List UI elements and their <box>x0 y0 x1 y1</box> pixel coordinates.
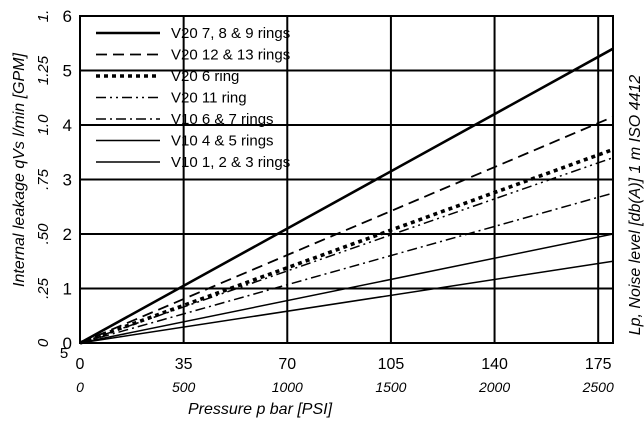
series-line-5 <box>79 192 614 344</box>
y2-axis-label: Lp, Noise level [db(A)] 1 m ISO 4412 <box>627 75 644 336</box>
y-tick-lpm: 6 <box>63 7 72 26</box>
legend-label-2: V20 12 & 13 rings <box>171 47 290 64</box>
x-tick-bar: 140 <box>481 356 508 373</box>
y-tick-lpm: 1 <box>63 280 72 299</box>
y-tick-gpm: 1.25 <box>35 55 52 85</box>
y-tick-gpm: .25 <box>35 277 52 299</box>
x-tick-psi: 2000 <box>478 379 510 395</box>
series-lines <box>79 47 614 345</box>
x-tick-bar: 0 <box>76 356 85 373</box>
legend-label-3: V20 6 ring <box>171 68 239 85</box>
y-tick-lpm: 4 <box>63 116 72 135</box>
x-tick-psi: 0 <box>76 379 84 395</box>
series-line-2 <box>79 115 614 344</box>
y-tick-gpm: .50 <box>35 223 52 245</box>
y-tick-gpm: 1.0 <box>35 114 52 136</box>
legend-label-6: V10 4 & 5 rings <box>171 133 274 150</box>
legend-label-7: V10 1, 2 & 3 rings <box>171 154 290 171</box>
series-line-7 <box>79 260 614 344</box>
extra-tick-label: 5 <box>60 345 68 362</box>
y-tick-lpm: 2 <box>63 225 72 244</box>
x-tick-psi: 2500 <box>582 379 614 395</box>
y-tick-lpm: 5 <box>63 62 72 81</box>
tick-labels: 0035500701000105150014020001752500001.25… <box>35 7 614 395</box>
series-line-4 <box>79 156 614 344</box>
legend-label-1: V20 7, 8 & 9 rings <box>171 25 290 42</box>
legend-label-5: V10 6 & 7 rings <box>171 111 274 128</box>
y-tick-lpm: 3 <box>63 171 72 190</box>
y-tick-lpm: 0 <box>63 334 72 353</box>
x-tick-psi: 1500 <box>375 379 406 395</box>
legend: V20 7, 8 & 9 rings V20 12 & 13 rings V20 6… <box>96 25 290 171</box>
y-tick-gpm: .75 <box>35 168 52 190</box>
x-tick-psi: 1000 <box>272 379 303 395</box>
x-axis-label: Pressure p bar [PSI] <box>188 401 333 418</box>
x-tick-bar: 175 <box>585 356 612 373</box>
y-axis-label: Internal leakage qVs l/min [GPM] <box>11 53 28 287</box>
x-tick-bar: 70 <box>278 356 296 373</box>
series-line-1 <box>79 47 614 345</box>
legend-label-4: V20 11 ring <box>171 90 247 107</box>
series-line-3 <box>79 147 614 345</box>
series-line-6 <box>79 233 614 344</box>
x-tick-psi: 500 <box>172 379 196 395</box>
grid <box>79 15 614 344</box>
y-tick-gpm: 0 <box>35 338 52 347</box>
x-tick-bar: 35 <box>175 356 193 373</box>
y-tick-gpm: 1. <box>35 10 52 23</box>
x-tick-bar: 105 <box>378 356 405 373</box>
